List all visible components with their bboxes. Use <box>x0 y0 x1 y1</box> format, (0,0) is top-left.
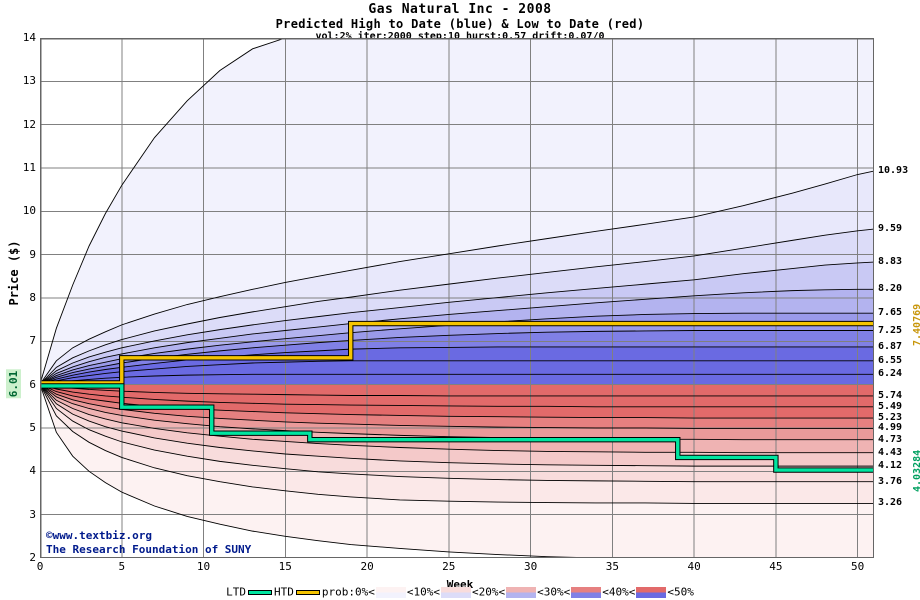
legend-band-label: <10%< <box>406 585 440 599</box>
right-value-label: 7.65 <box>878 307 903 319</box>
right-value-label: 6.87 <box>878 341 903 352</box>
y-tick-label: 6 <box>29 377 36 391</box>
legend-ltd-swatch <box>248 589 272 595</box>
x-tick-label: 5 <box>118 560 126 573</box>
right-value-label: 4.12 <box>878 460 903 472</box>
chart-parameters: vol:2% iter:2000 step:10 hurst:0.57 drif… <box>315 31 605 42</box>
right-value-label: 3.76 <box>878 475 903 487</box>
legend-band-swatch <box>506 586 537 598</box>
legend-htd-swatch <box>295 589 320 595</box>
right-value-label: 4.73 <box>878 433 903 445</box>
x-tick-label: 50 <box>850 560 865 573</box>
legend-band-label: <30%< <box>537 585 571 599</box>
legend-band-swatch <box>571 586 602 598</box>
x-tick-label: 0 <box>36 560 44 573</box>
y-tick-label: 14 <box>22 31 36 44</box>
y-tick-label: 11 <box>22 161 36 174</box>
right-value-label: 4.99 <box>878 422 903 434</box>
x-tick-label: 30 <box>523 560 538 573</box>
x-tick-label: 10 <box>196 560 211 573</box>
chart-subtitle: Predicted High to Date (blue) & Low to D… <box>275 17 645 31</box>
x-axis-ticks: 0 5 10 15 20 25 30 35 40 45 50 <box>36 560 874 576</box>
chart-legend: LTD HTD prob:0%< <10%< <20%< <30%< <40%< <50% <box>0 585 920 599</box>
y-tick-label: 10 <box>22 204 36 218</box>
end-value-marker: 7.40769 <box>912 303 920 346</box>
right-value-label: 5.74 <box>878 389 903 401</box>
y-tick-label: 7 <box>29 334 36 348</box>
legend-band-label: <20%< <box>471 585 506 599</box>
x-tick-label: 25 <box>442 560 456 573</box>
x-tick-label: 35 <box>605 560 620 573</box>
right-value-label: 4.43 <box>878 446 903 458</box>
y-tick-label: 8 <box>29 291 36 304</box>
legend-band-label: <50% <box>667 585 694 599</box>
chart-title: Gas Natural Inc - 2008 <box>368 2 552 17</box>
legend-htd-label: HTD <box>274 585 294 599</box>
legend-prob-label: prob:0%< <box>321 585 375 599</box>
right-value-label: 5.49 <box>878 400 903 412</box>
right-value-label: 3.26 <box>878 497 903 509</box>
y-tick-label: 4 <box>29 464 36 478</box>
right-value-labels: 10.93 9.59 8.83 8.20 7.65 7.25 6.87 6.55 6.24 5.7… <box>876 38 920 558</box>
y-tick-label: 3 <box>29 507 36 521</box>
x-tick-label: 45 <box>769 560 783 573</box>
plot-area <box>40 38 874 558</box>
fan-chart-svg <box>40 38 874 558</box>
x-tick-label: 40 <box>687 560 701 573</box>
right-value-label: 10.93 <box>878 165 909 176</box>
y-axis-ticks: 2 3 4 5 6 7 8 9 10 11 12 13 14 <box>0 31 36 564</box>
x-tick-label: 15 <box>278 560 292 573</box>
current-price-label: 6.01 <box>6 369 21 399</box>
right-value-label: 6.55 <box>878 354 903 366</box>
right-value-label: 7.25 <box>878 324 903 336</box>
y-tick-label: 13 <box>22 74 36 88</box>
right-value-label: 8.83 <box>878 256 903 267</box>
legend-ltd-label: LTD <box>226 585 246 599</box>
legend-band-swatch <box>636 586 667 598</box>
x-tick-label: 20 <box>360 560 374 573</box>
legend-band-swatch <box>440 586 471 598</box>
legend-band-swatch <box>375 586 406 598</box>
y-tick-label: 9 <box>29 247 36 261</box>
right-value-label: 5.23 <box>878 412 903 423</box>
right-value-label: 8.20 <box>878 283 903 295</box>
legend-band-label: <40%< <box>602 585 636 599</box>
end-value-marker: 4.03284 <box>912 449 920 492</box>
credit-text: ©www.textbiz.org The Research Foundation… <box>46 529 252 556</box>
y-tick-label: 2 <box>29 551 36 564</box>
y-tick-label: 5 <box>29 421 36 434</box>
right-value-label: 9.59 <box>878 223 903 235</box>
right-value-label: 6.24 <box>878 368 903 380</box>
y-tick-label: 12 <box>22 117 36 131</box>
